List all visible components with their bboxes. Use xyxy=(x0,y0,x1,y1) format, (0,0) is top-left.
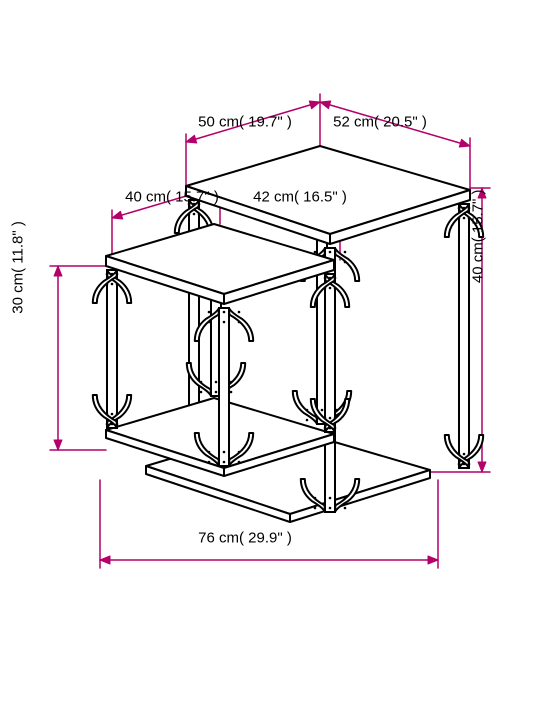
dim-base-width: 76 cm( 29.9" ) xyxy=(198,530,292,547)
diagram-stage: 50 cm( 19.7" ) 52 cm( 20.5" ) 40 cm( 15.… xyxy=(0,0,540,720)
dim-small-depth: 40 cm( 15.7" ) xyxy=(125,189,219,206)
dim-height-big: 40 cm( 15.7" ) xyxy=(470,189,487,283)
dim-height-small: 30 cm( 11.8" ) xyxy=(10,221,27,314)
diagram-svg xyxy=(0,0,540,720)
dim-top-depth: 50 cm( 19.7" ) xyxy=(198,114,292,131)
dim-small-width: 42 cm( 16.5" ) xyxy=(253,189,347,206)
dim-top-width: 52 cm( 20.5" ) xyxy=(333,114,427,131)
